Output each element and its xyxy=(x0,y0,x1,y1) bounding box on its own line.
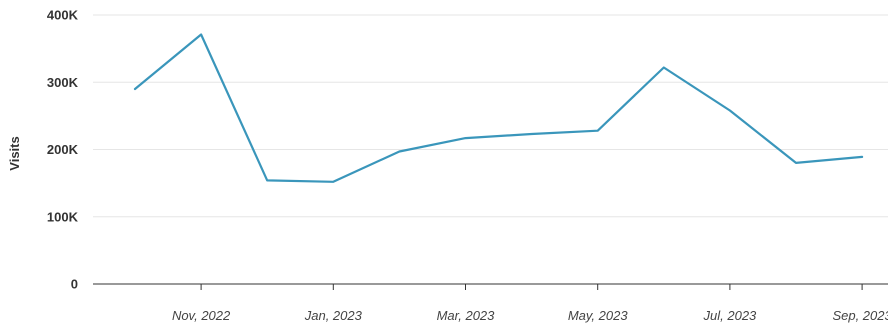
y-tick-label: 0 xyxy=(71,277,78,292)
y-tick-label: 400K xyxy=(47,8,79,23)
x-tick-label: May, 2023 xyxy=(568,308,629,323)
x-tick-label: Jul, 2023 xyxy=(703,308,758,323)
x-axis-ticks: Nov, 2022 Jan, 2023 Mar, 2023 May, 2023 Jul,… xyxy=(172,284,888,323)
x-tick-label: Nov, 2022 xyxy=(172,308,231,323)
x-tick-label: Sep, 2023 xyxy=(832,308,888,323)
y-axis-ticks: 0 100K 200K 300K 400K xyxy=(47,8,79,292)
y-axis-label: Visits xyxy=(7,136,22,170)
x-tick-label: Jan, 2023 xyxy=(304,308,363,323)
y-tick-label: 200K xyxy=(47,142,79,157)
x-tick-label: Mar, 2023 xyxy=(437,308,496,323)
y-tick-label: 300K xyxy=(47,75,79,90)
grid-lines xyxy=(93,14,888,218)
series-line xyxy=(133,33,864,183)
series-layer xyxy=(133,33,864,183)
y-tick-label: 100K xyxy=(47,209,79,224)
